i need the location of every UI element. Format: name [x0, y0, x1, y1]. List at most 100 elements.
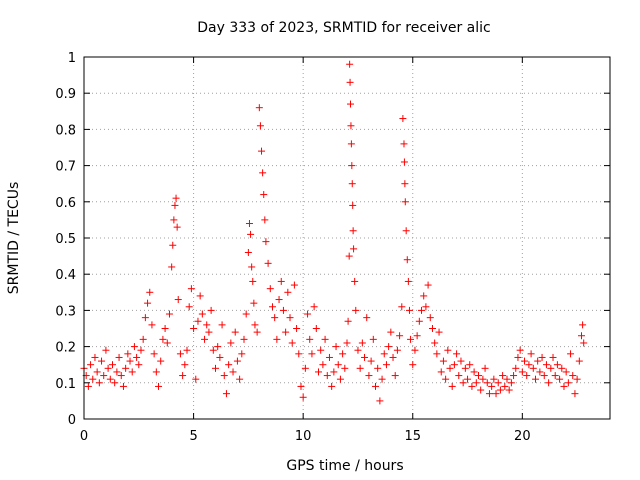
data-point — [483, 379, 491, 387]
data-point — [181, 361, 189, 369]
y-tick-label: 0.2 — [55, 341, 76, 356]
data-point — [446, 364, 454, 372]
data-point — [141, 314, 149, 322]
data-point — [325, 353, 333, 361]
data-point — [301, 364, 309, 372]
x-axis-label: GPS time / hours — [286, 458, 403, 474]
data-point — [139, 335, 147, 343]
data-point — [336, 375, 344, 383]
data-point — [349, 201, 357, 209]
data-point — [405, 306, 413, 314]
data-point — [321, 335, 329, 343]
data-point — [433, 350, 441, 358]
data-point — [259, 169, 267, 177]
data-point — [527, 350, 535, 358]
data-point — [115, 353, 123, 361]
data-point — [173, 223, 181, 231]
data-point — [273, 335, 281, 343]
data-point — [169, 241, 177, 249]
data-point — [551, 372, 559, 380]
data-point — [409, 361, 417, 369]
data-point — [251, 321, 259, 329]
data-point — [400, 158, 408, 166]
data-point — [168, 263, 176, 271]
data-point — [521, 357, 529, 365]
data-point — [176, 350, 184, 358]
data-point — [457, 357, 465, 365]
data-point — [238, 350, 246, 358]
data-point — [455, 372, 463, 380]
data-point — [248, 263, 256, 271]
data-point — [277, 277, 285, 285]
data-point — [415, 317, 423, 325]
data-point — [212, 364, 219, 372]
data-point — [494, 379, 502, 387]
data-point — [187, 285, 195, 293]
data-point — [249, 277, 257, 285]
data-point — [553, 361, 561, 369]
data-point — [531, 375, 539, 383]
data-point — [225, 361, 233, 369]
data-point — [399, 115, 407, 123]
data-point — [492, 390, 500, 398]
data-point — [299, 393, 307, 401]
data-point — [346, 60, 354, 68]
data-point — [165, 310, 173, 318]
y-tick-label: 0.9 — [55, 87, 76, 102]
data-point — [130, 343, 138, 351]
data-point — [411, 346, 419, 354]
data-point — [507, 379, 515, 387]
data-point — [126, 357, 134, 365]
data-point — [163, 339, 171, 347]
data-point — [525, 361, 533, 369]
data-point — [540, 372, 548, 380]
data-point — [345, 252, 353, 260]
data-point — [573, 375, 581, 383]
data-point — [282, 328, 290, 336]
data-point — [334, 361, 342, 369]
data-point — [104, 364, 112, 372]
data-point — [290, 281, 298, 289]
y-tick-label: 0.3 — [55, 304, 76, 319]
data-point — [352, 306, 360, 314]
data-point — [310, 303, 318, 311]
data-point — [330, 368, 338, 376]
data-point — [284, 288, 292, 296]
data-point — [549, 353, 557, 361]
data-point — [578, 332, 586, 340]
data-point — [91, 353, 99, 361]
data-point — [558, 364, 566, 372]
y-tick-label: 0.1 — [55, 377, 76, 392]
data-point — [236, 375, 244, 383]
data-point — [459, 379, 467, 387]
y-tick-label: 0.6 — [55, 196, 76, 211]
data-point — [545, 379, 553, 387]
data-point — [190, 325, 198, 332]
data-point — [439, 357, 447, 365]
data-point — [286, 314, 294, 322]
data-point — [113, 368, 121, 376]
data-point — [317, 346, 325, 354]
data-point — [536, 368, 544, 376]
data-point — [183, 346, 191, 354]
data-point — [152, 368, 160, 376]
data-point — [346, 78, 354, 86]
data-point — [426, 314, 434, 322]
data-point — [350, 245, 358, 253]
data-point — [444, 346, 452, 354]
data-point — [201, 335, 209, 343]
data-point — [450, 361, 458, 369]
data-point — [144, 299, 152, 307]
data-point — [155, 382, 163, 390]
data-point — [424, 281, 432, 289]
data-point — [413, 332, 421, 340]
data-point — [428, 325, 436, 332]
data-point — [369, 335, 377, 343]
data-point — [437, 368, 445, 376]
data-point — [385, 343, 393, 351]
data-point — [351, 277, 359, 285]
data-point — [87, 361, 95, 369]
data-point — [534, 357, 542, 365]
data-point — [344, 317, 352, 325]
data-point — [275, 296, 283, 304]
